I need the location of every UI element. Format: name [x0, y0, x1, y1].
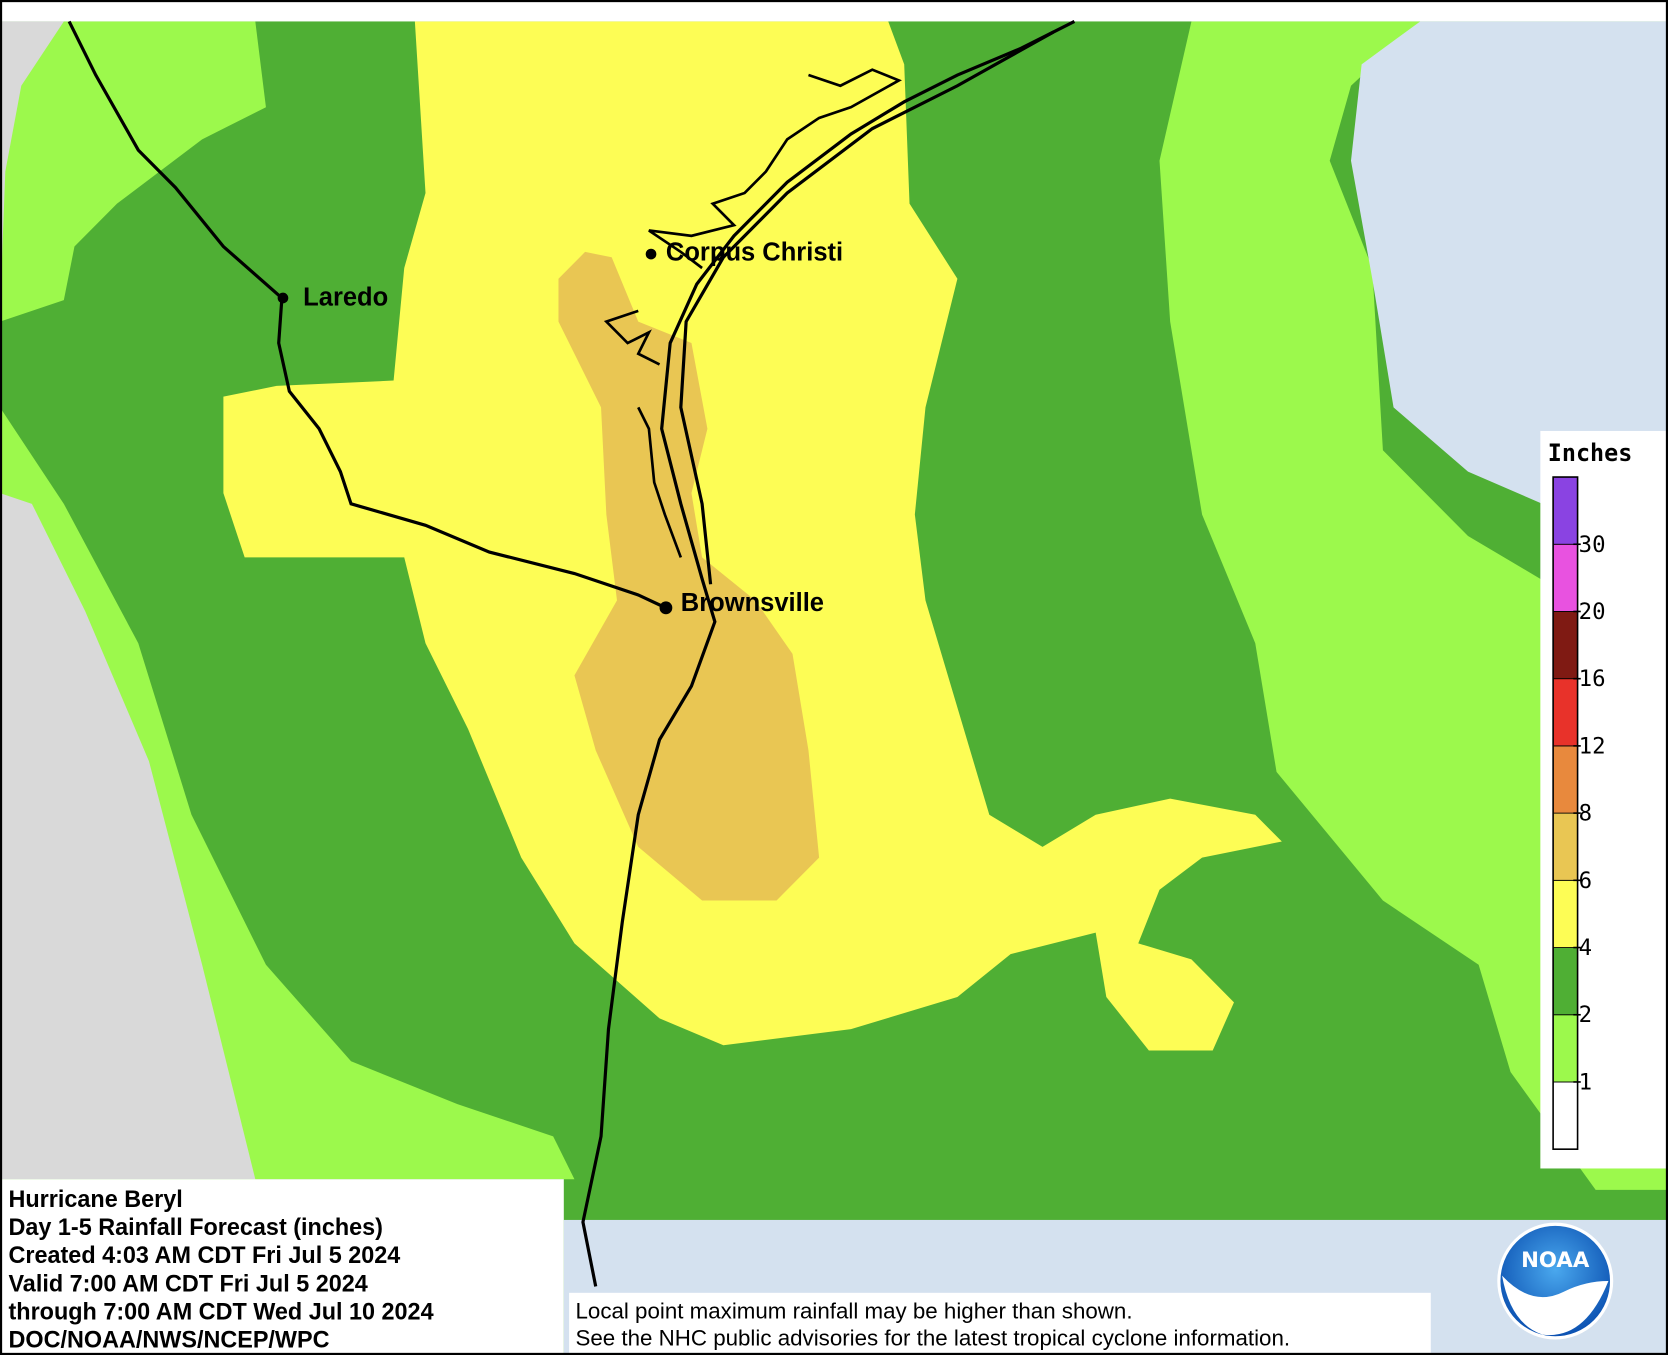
cities: Corpus Christi Laredo Brownsville [277, 238, 843, 617]
water [1350, 21, 1668, 526]
land-outside [0, 21, 64, 311]
logo-text: NOAA [1521, 1248, 1590, 1273]
city-label: Brownsville [681, 589, 824, 617]
legend-swatch [1552, 611, 1579, 680]
legend-swatch [1552, 1014, 1579, 1083]
info-line: DOC/NOAA/NWS/NCEP/WPC [9, 1326, 330, 1352]
city-dot [645, 248, 657, 260]
legend-tick-label: 20 [1579, 599, 1606, 625]
legend-tick-label: 16 [1579, 666, 1606, 692]
info-line: Created 4:03 AM CDT Fri Jul 5 2024 [9, 1242, 401, 1268]
info-background [0, 1179, 564, 1355]
city-dot [659, 601, 673, 615]
geography-lines [67, 20, 1076, 1287]
legend-tick-label: 30 [1579, 532, 1606, 558]
legend-swatch [1552, 678, 1579, 747]
map-shading [0, 21, 1668, 1355]
legend-tick-label: 12 [1579, 733, 1606, 759]
city-dot [277, 292, 289, 304]
legend-tick-label: 2 [1579, 1002, 1592, 1028]
note: Local point maximum rainfall may be high… [576, 1298, 1133, 1323]
band-1-2 [0, 21, 266, 322]
city-label: Corpus Christi [666, 238, 843, 266]
legend-swatch [1552, 476, 1579, 545]
legend-tick-label: 6 [1579, 868, 1592, 894]
notes-background [569, 1292, 1431, 1353]
info-line: through 7:00 AM CDT Wed Jul 10 2024 [9, 1298, 434, 1324]
legend-tick-label: 1 [1579, 1069, 1592, 1095]
coastline [581, 20, 1076, 1287]
legend-swatch [1552, 543, 1579, 612]
notes-box: Local point maximum rainfall may be high… [569, 1292, 1431, 1353]
legend-swatch [1552, 812, 1579, 881]
legend-swatch [1552, 1081, 1579, 1150]
legend-title: Inches [1548, 439, 1633, 467]
noaa-logo: NOAA [1497, 1222, 1614, 1340]
band-6-8 [558, 251, 820, 901]
land-outside [0, 493, 256, 1180]
legend-swatch [1552, 947, 1579, 1016]
border [67, 20, 669, 611]
barrier-island [679, 30, 1054, 585]
city-label: Laredo [303, 283, 388, 311]
info-line: Day 1-5 Rainfall Forecast (inches) [9, 1214, 383, 1240]
legend-swatch [1552, 879, 1579, 948]
logo-gull [1502, 1275, 1609, 1336]
legend-tick-label: 4 [1579, 935, 1592, 961]
legend-tick-label: 8 [1579, 801, 1592, 827]
info-line: Valid 7:00 AM CDT Fri Jul 5 2024 [9, 1270, 368, 1296]
bay-shoreline [603, 68, 902, 558]
info-line: Hurricane Beryl [9, 1186, 183, 1212]
note: See the NHC public advisories for the la… [576, 1325, 1291, 1350]
legend-swatch [1552, 745, 1579, 814]
band-4-6 [223, 21, 1282, 1051]
